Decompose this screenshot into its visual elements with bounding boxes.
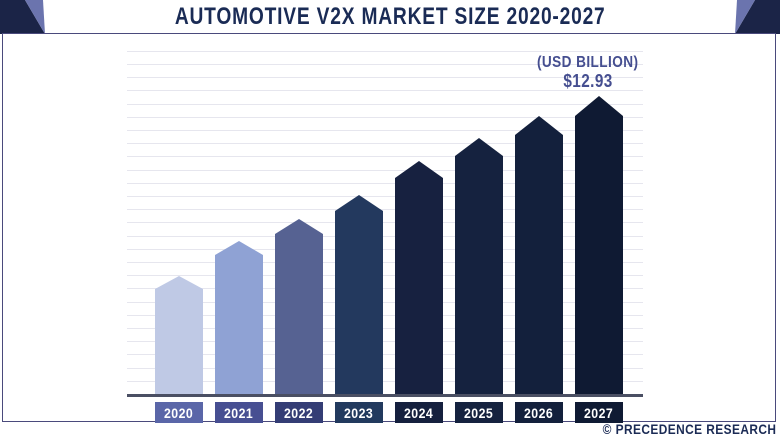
bar-2023 <box>335 195 383 394</box>
gridline <box>127 354 643 356</box>
page-title: AUTOMOTIVE V2X MARKET SIZE 2020-2027 <box>174 2 606 30</box>
gridline <box>127 301 643 303</box>
x-axis-label-2020: 2020 <box>155 402 203 423</box>
x-axis-label-2025: 2025 <box>455 402 503 423</box>
x-axis-label-2027: 2027 <box>575 402 623 423</box>
chart-frame <box>2 33 776 422</box>
x-axis-label-2023: 2023 <box>335 402 383 423</box>
x-axis-label-text: 2022 <box>284 404 314 421</box>
gridline <box>127 196 643 197</box>
gridline <box>127 182 643 184</box>
gridline <box>127 169 643 171</box>
unit-label: (USD BILLION) <box>537 54 639 71</box>
gridline <box>127 50 643 52</box>
gridline <box>127 367 643 369</box>
gridline <box>127 103 643 105</box>
gridline <box>127 235 643 237</box>
gridlines <box>127 0 643 440</box>
chart-header: AUTOMOTIVE V2X MARKET SIZE 2020-2027 <box>0 0 780 33</box>
gridline <box>127 143 643 145</box>
x-axis-line <box>127 394 643 397</box>
value-annotation: (USD BILLION) $12.93 <box>498 54 678 91</box>
gridline <box>127 288 643 290</box>
x-axis-label-2024: 2024 <box>395 402 443 423</box>
gridline <box>127 222 643 224</box>
max-value-label: $12.93 <box>563 70 613 91</box>
gridline <box>127 262 643 263</box>
gridline <box>127 64 643 65</box>
gridline <box>127 248 643 250</box>
x-axis-label-text: 2024 <box>404 404 434 421</box>
gridline <box>127 209 643 211</box>
x-axis-label-text: 2026 <box>524 404 554 421</box>
gridline <box>127 341 643 343</box>
x-axis-label-2021: 2021 <box>215 402 263 423</box>
x-axis-label-text: 2025 <box>464 404 494 421</box>
gridline <box>127 77 643 79</box>
gridline <box>127 328 643 329</box>
bar-2027 <box>575 96 623 394</box>
bar-2024 <box>395 161 443 394</box>
bar-2022 <box>275 219 323 394</box>
x-axis-label-text: 2027 <box>584 404 614 421</box>
x-axis-label-2022: 2022 <box>275 402 323 423</box>
x-axis-label-text: 2023 <box>344 404 374 421</box>
source-credit: © PRECEDENCE RESEARCH <box>602 421 776 437</box>
gridline <box>127 90 643 92</box>
bar-2026 <box>515 116 563 394</box>
x-axis-label-text: 2020 <box>164 404 194 421</box>
x-axis-label-text: 2021 <box>224 404 254 421</box>
gridline <box>127 275 643 277</box>
gridline <box>127 380 643 382</box>
gridline <box>127 156 643 158</box>
gridline <box>127 130 643 131</box>
x-axis-label-2026: 2026 <box>515 402 563 423</box>
gridline <box>127 116 643 118</box>
bar-2025 <box>455 138 503 394</box>
bar-2020 <box>155 276 203 394</box>
bar-2021 <box>215 241 263 394</box>
gridline <box>127 314 643 316</box>
